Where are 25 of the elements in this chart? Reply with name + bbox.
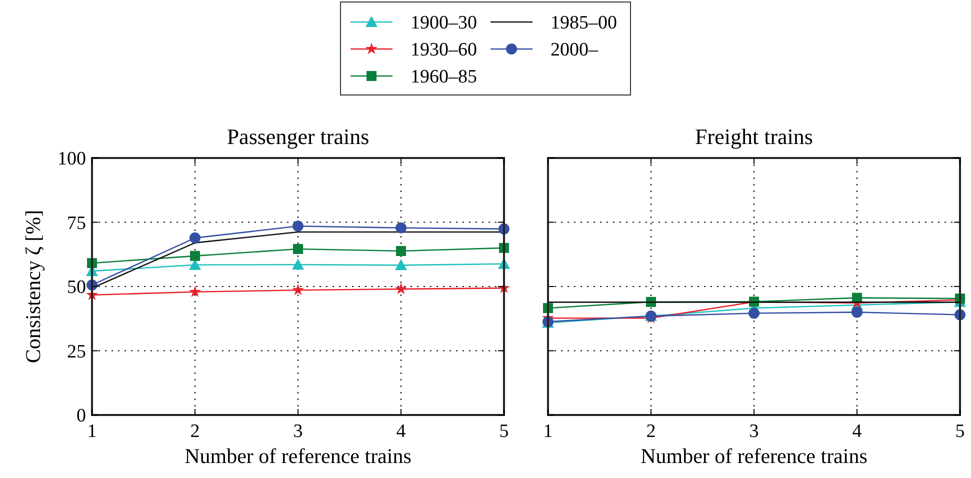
x-tick-label: 2 bbox=[646, 421, 656, 442]
chart-title: Passenger trains bbox=[226, 124, 370, 149]
y-tick-label: 0 bbox=[76, 406, 86, 427]
x-tick-label: 3 bbox=[293, 421, 303, 442]
chart-title: Freight trains bbox=[695, 124, 813, 149]
x-axis-title: Number of reference trains bbox=[184, 444, 412, 468]
x-axis-title: Number of reference trains bbox=[640, 444, 868, 468]
x-tick-label: 4 bbox=[396, 421, 406, 442]
y-tick-label: 75 bbox=[67, 212, 86, 234]
legend-label: 1985–00 bbox=[550, 12, 617, 34]
x-tick-label: 5 bbox=[955, 421, 965, 442]
y-axis-title: Consistency ζ [%] bbox=[21, 210, 45, 364]
y-tick-label: 100 bbox=[58, 148, 86, 170]
legend-label: 2000– bbox=[550, 40, 598, 61]
legend-label: 1930–60 bbox=[410, 40, 477, 61]
x-tick-label: 1 bbox=[87, 421, 97, 442]
x-tick-label: 3 bbox=[749, 421, 759, 442]
x-tick-label: 1 bbox=[543, 421, 553, 442]
y-tick-label: 50 bbox=[67, 277, 86, 298]
legend-label: 1960–85 bbox=[410, 66, 477, 88]
legend-label: 1900–30 bbox=[410, 12, 477, 34]
y-tick-label: 25 bbox=[67, 341, 86, 362]
x-tick-label: 4 bbox=[852, 421, 862, 442]
x-tick-label: 5 bbox=[499, 421, 509, 442]
x-tick-label: 2 bbox=[190, 421, 200, 442]
